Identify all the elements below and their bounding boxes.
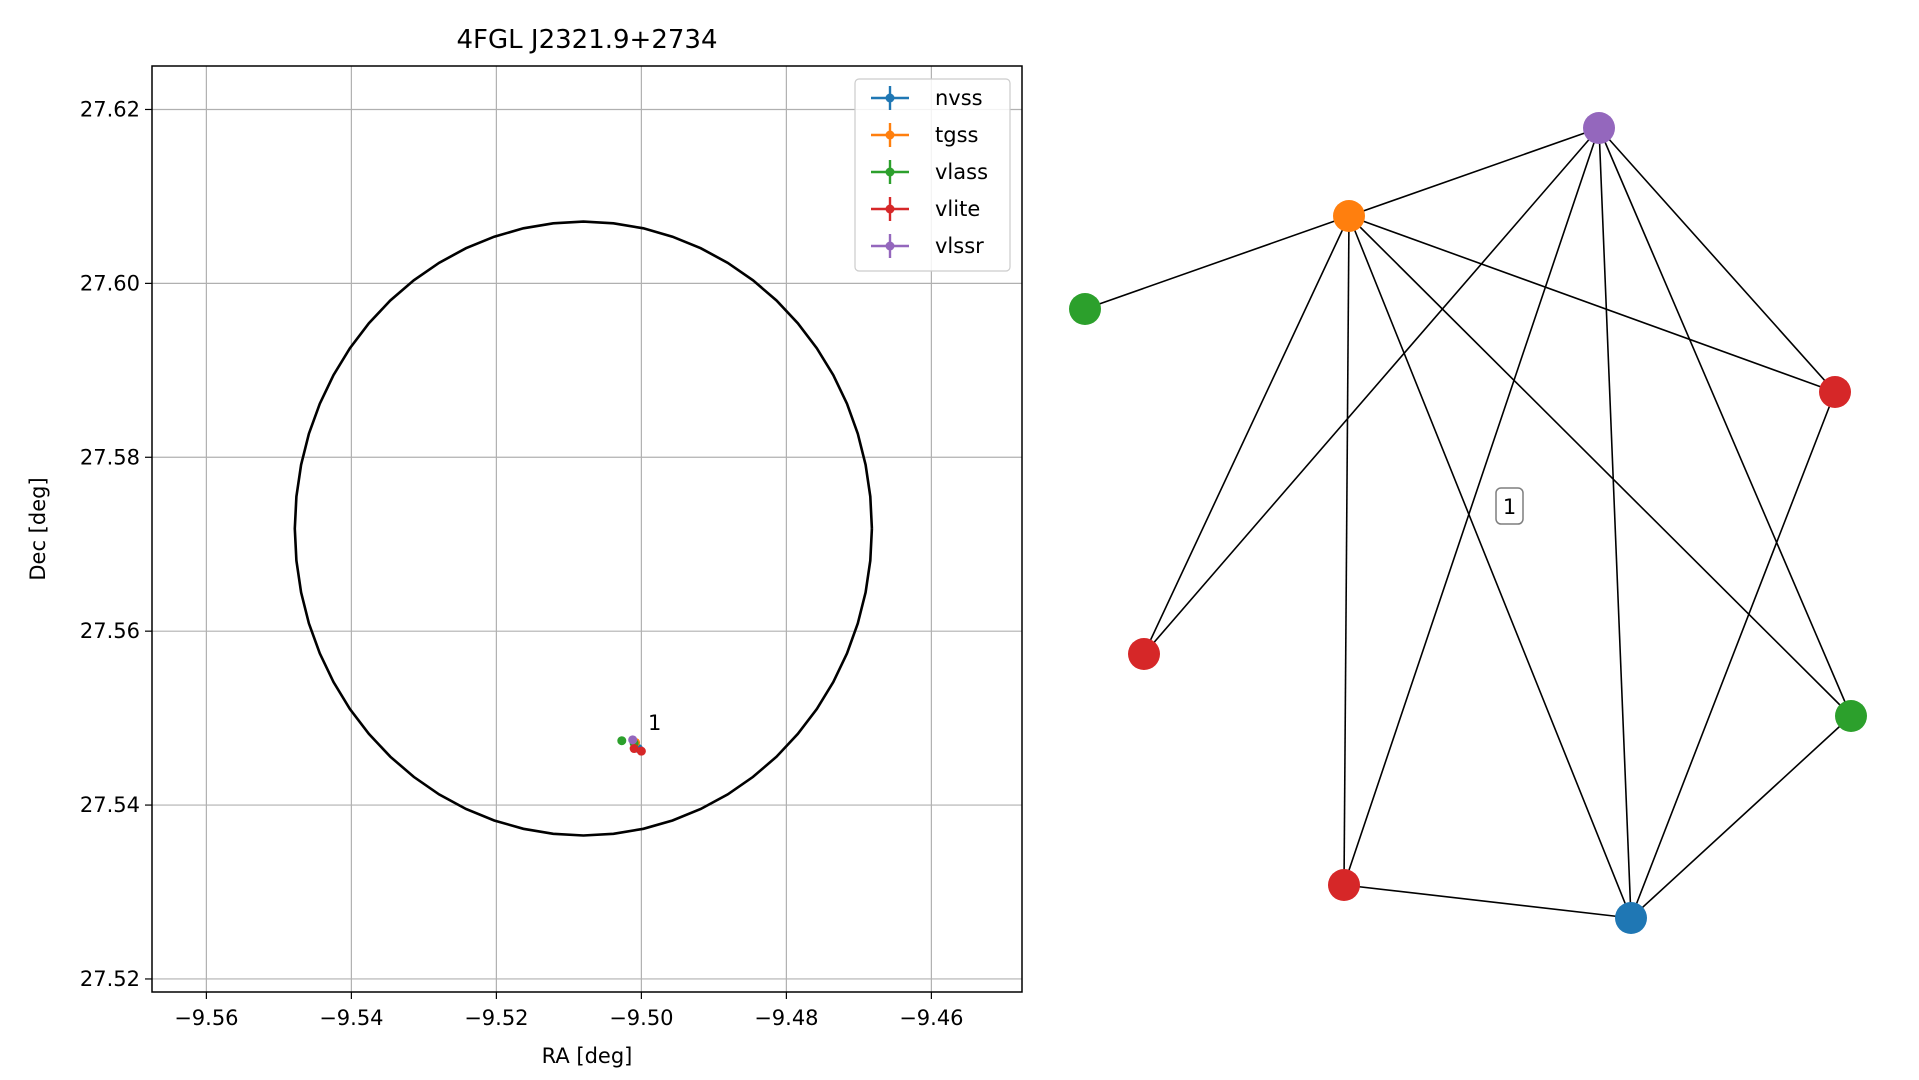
grid-lines — [152, 66, 1022, 992]
network-node-vlssr — [1583, 112, 1615, 144]
legend-box — [854, 78, 1011, 272]
network-edges — [1084, 127, 1852, 919]
y-tick-label: 27.54 — [80, 793, 140, 817]
network-edge-tgss-vlass_b — [1348, 215, 1852, 717]
x-tick-label: −9.46 — [899, 1006, 963, 1030]
legend-entries: nvss tgss vlass vlite vlssr — [871, 86, 988, 258]
y-tick-label: 27.58 — [80, 445, 140, 469]
network-edge-vlssr-vlite_b — [1143, 127, 1600, 655]
legend-marker-dot — [885, 167, 895, 177]
data-point-vlssr — [628, 735, 638, 745]
legend-label: tgss — [935, 123, 978, 147]
y-tick-label: 27.60 — [80, 271, 140, 295]
network-edge-vlite_a-nvss — [1630, 391, 1836, 919]
data-point-vlite — [636, 746, 646, 756]
network-edge-vlssr-vlite_c — [1343, 127, 1600, 886]
network-nodes — [1069, 112, 1867, 934]
legend-marker-dot — [885, 204, 895, 214]
x-tick-label: −9.48 — [754, 1006, 818, 1030]
legend-label: vlass — [935, 160, 988, 184]
legend-entry-vlass: vlass — [871, 160, 988, 184]
network-label-box: 1 — [1495, 487, 1524, 525]
network-node-vlass_a — [1069, 293, 1101, 325]
legend: nvss tgss vlass vlite vlssr — [854, 78, 1011, 272]
legend-entry-vlite: vlite — [871, 197, 980, 221]
legend-marker-dot — [885, 130, 895, 140]
network-node-nvss — [1615, 902, 1647, 934]
legend-label: nvss — [935, 86, 983, 110]
y-ticks: 27.52 27.54 27.56 27.58 27.60 27.62 — [80, 97, 152, 991]
y-tick-label: 27.62 — [80, 97, 140, 121]
network-edge-tgss-vlite_b — [1143, 215, 1350, 655]
x-tick-label: −9.50 — [609, 1006, 673, 1030]
y-tick-label: 27.52 — [80, 967, 140, 991]
x-tick-label: −9.52 — [464, 1006, 528, 1030]
network-panel: 1 — [1069, 112, 1867, 934]
network-edge-vlite_c-nvss — [1343, 884, 1632, 919]
network-edge-vlssr-nvss — [1598, 127, 1632, 919]
legend-label: vlite — [935, 197, 980, 221]
legend-entry-nvss: nvss — [871, 86, 983, 110]
network-edge-tgss-vlite_c — [1343, 215, 1350, 886]
data-point-vlass — [617, 736, 627, 746]
error-ellipse — [293, 220, 874, 837]
network-edge-vlssr-vlite_a — [1598, 127, 1836, 393]
point-annotation: 1 — [648, 711, 661, 735]
legend-marker-dot — [885, 241, 895, 251]
plot-frame — [151, 65, 1023, 993]
legend-entry-vlssr: vlssr — [871, 234, 984, 258]
network-edge-vlssr-tgss — [1348, 127, 1600, 217]
network-edge-tgss-nvss — [1348, 215, 1632, 919]
network-node-vlass_b — [1835, 700, 1867, 732]
network-label: 1 — [1503, 495, 1516, 519]
network-node-tgss — [1333, 200, 1365, 232]
legend-entry-tgss: tgss — [871, 123, 978, 147]
data-point-vlite — [629, 744, 639, 754]
chart-title: 4FGL J2321.9+2734 — [457, 25, 718, 55]
network-edge-tgss-vlite_a — [1348, 215, 1836, 393]
annotations-layer: 1 — [648, 711, 661, 735]
network-edge-vlssr-vlass_b — [1598, 127, 1852, 717]
network-edge-tgss-vlass_a — [1084, 215, 1350, 310]
y-tick-label: 27.56 — [80, 619, 140, 643]
x-axis-label: RA [deg] — [542, 1044, 633, 1068]
data-points-layer — [617, 735, 646, 756]
network-label-frame — [1495, 487, 1524, 525]
legend-label: vlssr — [935, 234, 984, 258]
y-axis-label: Dec [deg] — [26, 477, 50, 580]
x-ticks: −9.56 −9.54 −9.52 −9.50 −9.48 −9.46 — [174, 992, 964, 1030]
network-node-vlite_a — [1819, 376, 1851, 408]
x-tick-label: −9.54 — [319, 1006, 383, 1030]
network-node-vlite_c — [1328, 869, 1360, 901]
legend-marker-dot — [885, 93, 895, 103]
x-tick-label: −9.56 — [174, 1006, 238, 1030]
network-node-vlite_b — [1128, 638, 1160, 670]
network-edge-vlass_b-nvss — [1630, 715, 1852, 919]
error-ellipse-layer — [293, 220, 874, 837]
scatter-panel: 1 −9.56 −9.54 −9.52 −9.50 −9.48 −9.46 27.5227… — [26, 25, 1023, 1068]
